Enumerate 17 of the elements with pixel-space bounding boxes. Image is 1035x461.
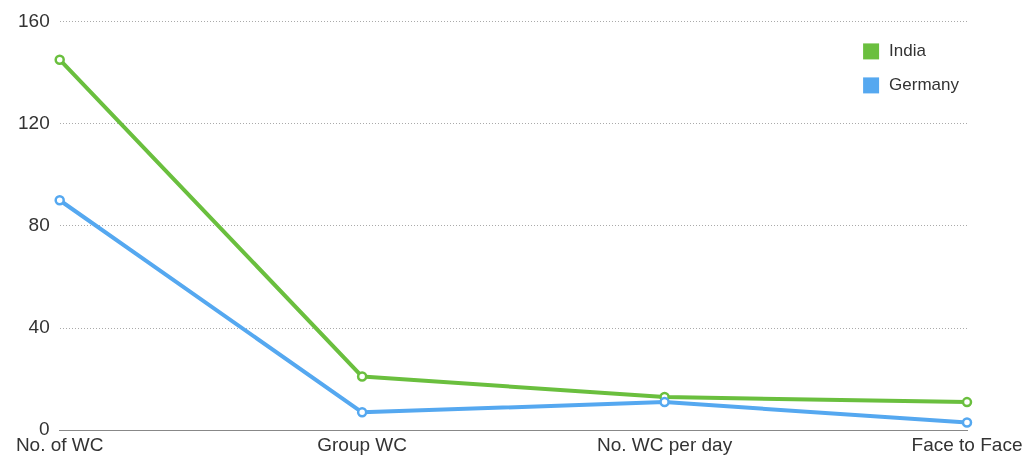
point [54,195,65,206]
point [54,54,65,65]
point [961,417,973,428]
point [659,396,670,408]
x-tick-label: Face to Face [911,433,1023,455]
y-tick-label: 160 [18,9,50,31]
y-tick-label: 40 [28,316,50,338]
y-tick-label: 80 [28,214,50,236]
point [356,407,368,418]
y-tick-label: 0 [39,418,50,440]
point [356,371,368,382]
point [961,396,973,408]
x-tick-label: Group WC [317,433,408,455]
legend-label: India [889,41,927,61]
y-tick-label: 120 [18,111,50,133]
x-tick-label: No. WC per day [596,433,733,455]
legend-label: Germany [889,75,960,95]
